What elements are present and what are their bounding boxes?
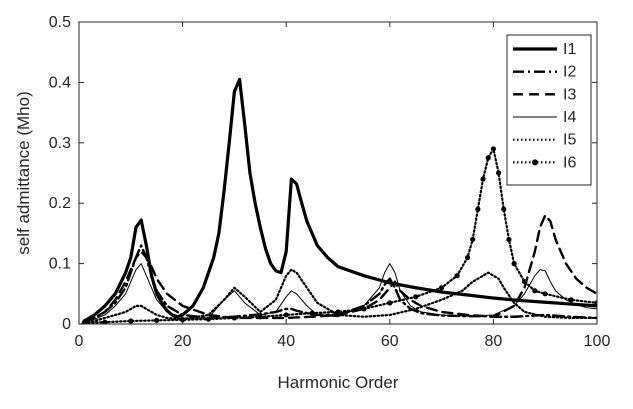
legend-label-i2: I2 bbox=[563, 64, 576, 81]
x-tick-label: 100 bbox=[584, 333, 611, 350]
series-point-i6 bbox=[413, 294, 419, 300]
series-point-i6 bbox=[454, 273, 460, 279]
series-point-i6 bbox=[81, 320, 87, 324]
legend-label-i6: I6 bbox=[563, 154, 576, 171]
x-tick-label: 40 bbox=[277, 333, 295, 350]
legend-label-i5: I5 bbox=[563, 132, 576, 149]
series-point-i6 bbox=[480, 176, 486, 182]
y-tick-label: 0.2 bbox=[49, 195, 71, 212]
series-point-i6 bbox=[470, 236, 476, 243]
y-tick-label: 0.5 bbox=[49, 14, 71, 31]
series-line-i5 bbox=[83, 268, 597, 324]
series-point-i6 bbox=[257, 314, 263, 320]
y-axis: 0 0.1 0.2 0.3 0.4 0.5 bbox=[49, 14, 597, 333]
series-point-i6 bbox=[485, 155, 491, 161]
series-line-i4 bbox=[83, 263, 597, 324]
series-layer bbox=[81, 77, 597, 324]
y-tick-label: 0.3 bbox=[49, 135, 71, 152]
series-point-i6 bbox=[102, 319, 108, 324]
series-point-i6 bbox=[361, 306, 367, 312]
series-point-i6 bbox=[464, 254, 471, 261]
series-point-i6 bbox=[205, 316, 212, 322]
series-point-i6 bbox=[511, 261, 517, 267]
series-point-i6 bbox=[490, 146, 496, 152]
series-point-i6 bbox=[501, 206, 507, 212]
series-point-i6 bbox=[154, 317, 160, 323]
series-point-i6 bbox=[542, 291, 548, 297]
series-point-i6 bbox=[439, 285, 445, 291]
series-point-i6 bbox=[568, 297, 574, 303]
series-point-i6 bbox=[128, 318, 134, 324]
y-tick-label: 0.1 bbox=[49, 256, 71, 273]
y-axis-title: self admittance (Mho) bbox=[14, 91, 33, 254]
x-axis: 0 20 40 60 80 100 bbox=[75, 22, 611, 350]
series-point-i6 bbox=[506, 236, 512, 243]
y-tick-label: 0.4 bbox=[49, 74, 71, 91]
x-tick-label: 20 bbox=[174, 333, 192, 350]
series-point-i6 bbox=[335, 309, 341, 315]
x-tick-label: 80 bbox=[485, 333, 503, 350]
series-point-i6 bbox=[532, 288, 538, 294]
legend-label-i1: I1 bbox=[563, 41, 576, 58]
legend-label-i4: I4 bbox=[563, 109, 576, 126]
legend: I1 I2 I3 I4 I5 I6 bbox=[506, 34, 592, 186]
x-tick-label: 60 bbox=[381, 333, 399, 350]
series-point-i6 bbox=[475, 206, 481, 212]
series-point-i6 bbox=[309, 310, 315, 316]
series-line-i3 bbox=[82, 214, 597, 324]
x-tick-label: 0 bbox=[75, 333, 84, 350]
series-point-i6 bbox=[283, 312, 289, 318]
series-point-i6 bbox=[231, 315, 237, 321]
legend-box bbox=[506, 34, 592, 186]
legend-marker-i6 bbox=[532, 159, 538, 166]
series-line-i1 bbox=[82, 77, 597, 323]
series-point-i6 bbox=[594, 300, 597, 306]
series-point-i6 bbox=[521, 279, 528, 285]
series-point-i6 bbox=[495, 170, 502, 176]
y-tick-label: 0 bbox=[62, 316, 71, 333]
plot-frame bbox=[78, 21, 598, 325]
x-axis-title: Harmonic Order bbox=[278, 373, 399, 392]
series-point-i6 bbox=[387, 300, 393, 306]
legend-label-i3: I3 bbox=[563, 86, 576, 103]
